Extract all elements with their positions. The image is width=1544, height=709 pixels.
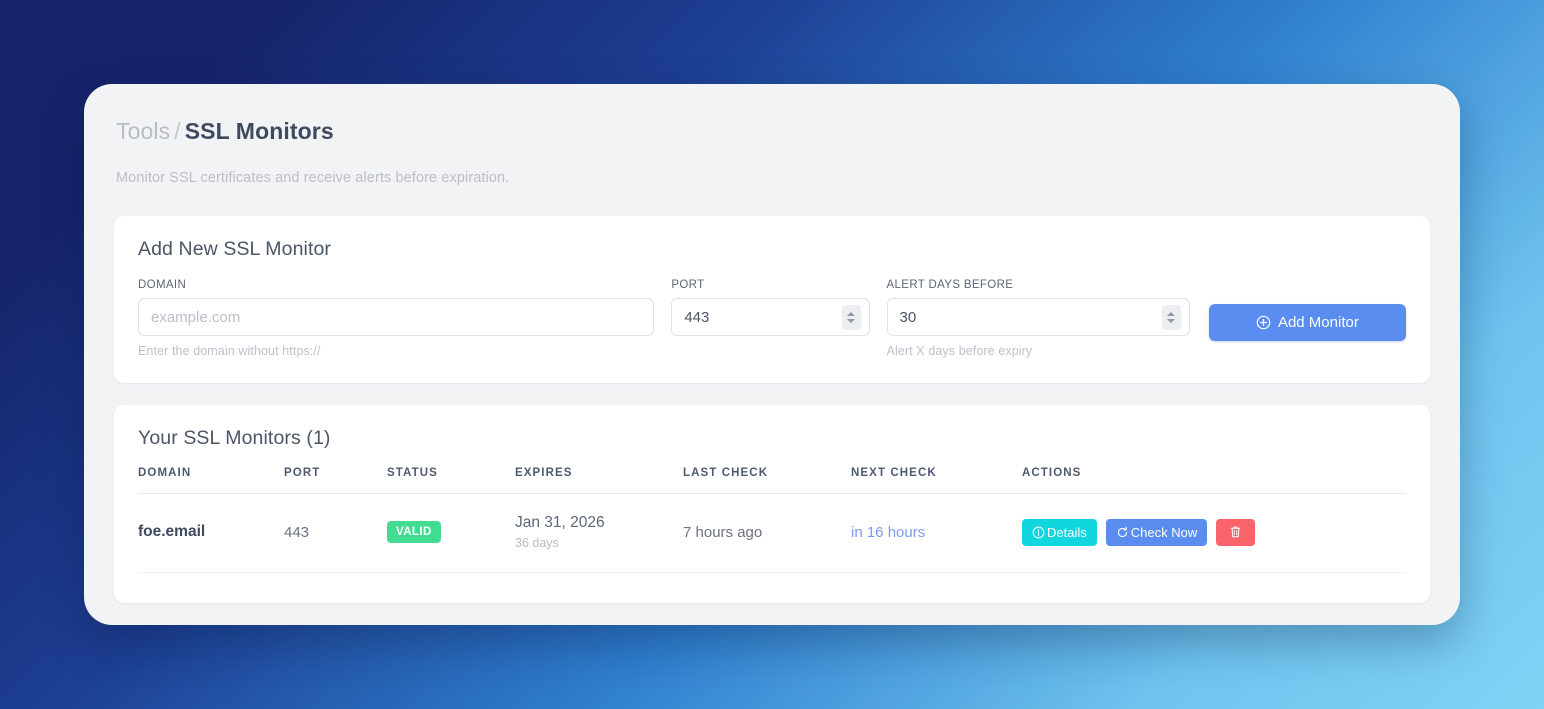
domain-input[interactable] (138, 298, 655, 336)
alert-days-stepper[interactable] (1161, 304, 1181, 330)
cell-next-check: in 16 hours (851, 493, 1022, 573)
column-header-last-check: LAST CHECK (683, 467, 851, 494)
breadcrumb-separator: / (174, 118, 181, 144)
delete-button[interactable] (1216, 518, 1256, 546)
column-header-actions: ACTIONS (1022, 467, 1406, 494)
trash-icon (1229, 525, 1242, 539)
plus-circle-icon (1256, 315, 1271, 330)
monitors-table: DOMAIN PORT STATUS EXPIRES LAST CHECK NE… (138, 467, 1406, 573)
chevron-up-icon[interactable] (847, 311, 856, 316)
port-stepper[interactable] (841, 304, 861, 330)
domain-hint: Enter the domain without https:// (138, 344, 321, 358)
cell-domain: foe.email (138, 493, 284, 573)
port-label: PORT (671, 279, 705, 291)
column-header-port: PORT (284, 467, 387, 494)
check-now-button[interactable]: Check Now (1105, 518, 1208, 546)
port-field-group: PORT (671, 279, 870, 336)
alert-days-label: ALERT DAYS BEFORE (886, 279, 1014, 291)
breadcrumb-parent-tools[interactable]: Tools (116, 118, 171, 144)
table-header-row: DOMAIN PORT STATUS EXPIRES LAST CHECK NE… (138, 467, 1406, 494)
page-title: SSL Monitors (184, 118, 334, 144)
details-button-label: Details (1047, 524, 1087, 540)
table-row: foe.email 443 VALID Jan 31, 2026 36 days… (138, 493, 1406, 573)
expires-date: Jan 31, 2026 (515, 514, 605, 531)
status-badge: VALID (387, 521, 441, 543)
breadcrumb: Tools / SSL Monitors (114, 118, 1430, 145)
chevron-up-icon[interactable] (1167, 311, 1176, 316)
chevron-down-icon[interactable] (847, 318, 856, 323)
details-button[interactable]: Details (1022, 518, 1097, 546)
cell-actions: Details Check Now (1022, 493, 1406, 573)
refresh-icon (1116, 526, 1129, 539)
page-subtitle: Monitor SSL certificates and receive ale… (116, 170, 510, 186)
column-header-expires: EXPIRES (515, 467, 683, 494)
monitors-list-card: Your SSL Monitors (1) DOMAIN PORT STATUS… (114, 405, 1430, 603)
info-circle-icon (1032, 526, 1045, 539)
add-monitor-card: Add New SSL Monitor DOMAIN Enter the dom… (114, 216, 1430, 383)
cell-status: VALID (387, 493, 515, 573)
alert-days-input[interactable] (886, 298, 1190, 336)
alert-days-hint: Alert X days before expiry (886, 344, 1033, 358)
column-header-domain: DOMAIN (138, 467, 284, 494)
add-monitor-button-label: Add Monitor (1277, 314, 1359, 331)
cell-port: 443 (284, 493, 387, 573)
add-monitor-button[interactable]: Add Monitor (1208, 304, 1406, 341)
check-now-button-label: Check Now (1130, 524, 1198, 540)
expires-remaining: 36 days (515, 536, 559, 550)
domain-field-group: DOMAIN Enter the domain without https:// (138, 279, 655, 358)
alert-days-field-group: ALERT DAYS BEFORE Alert X days before ex… (886, 279, 1190, 358)
domain-label: DOMAIN (138, 279, 187, 291)
column-header-next-check: NEXT CHECK (851, 467, 1022, 494)
column-header-status: STATUS (387, 467, 515, 494)
add-monitor-form: DOMAIN Enter the domain without https://… (138, 279, 1406, 358)
chevron-down-icon[interactable] (1167, 318, 1176, 323)
cell-last-check: 7 hours ago (683, 493, 851, 573)
row-actions: Details Check Now (1022, 518, 1406, 546)
add-monitor-title: Add New SSL Monitor (138, 238, 332, 260)
cell-expires: Jan 31, 2026 36 days (515, 493, 683, 573)
port-input[interactable] (671, 298, 870, 336)
monitors-list-title: Your SSL Monitors (1) (138, 427, 331, 449)
app-panel: Tools / SSL Monitors Monitor SSL certifica… (84, 84, 1460, 625)
